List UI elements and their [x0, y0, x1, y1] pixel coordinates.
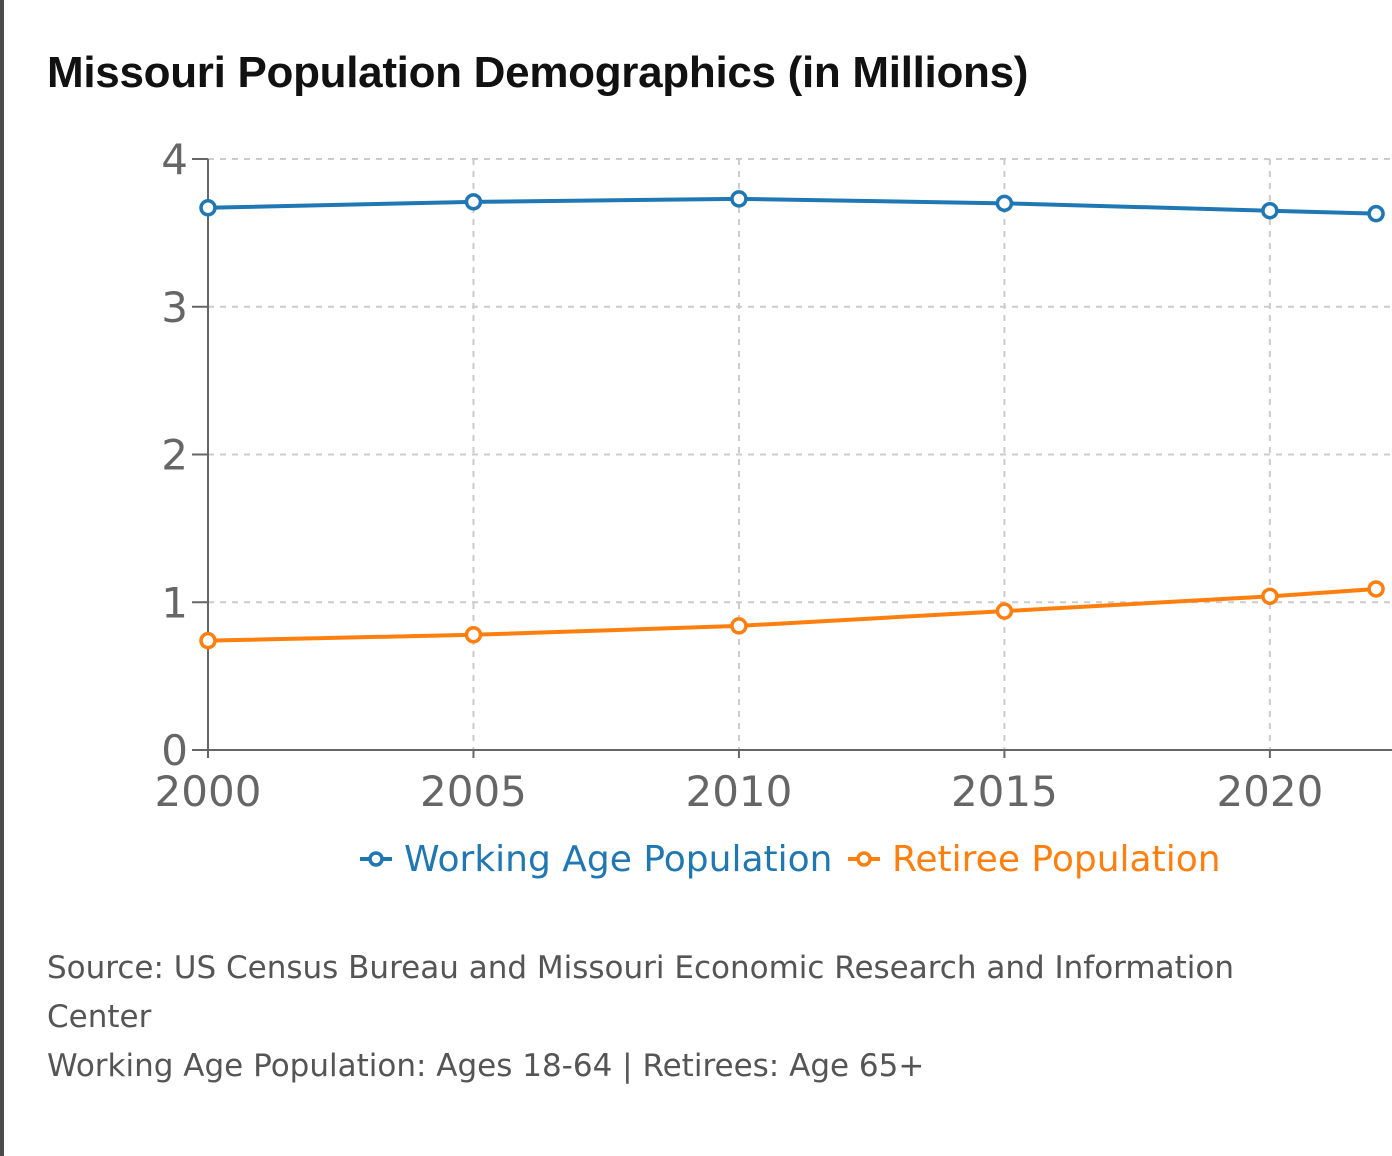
window-edge	[0, 0, 4, 1156]
x-tick-label-2015: 2015	[951, 767, 1058, 816]
chart-notes: Source: US Census Bureau and Missouri Ec…	[47, 944, 1277, 1091]
working-age-population-point-2000[interactable]	[199, 199, 217, 217]
retiree-population-point-2000[interactable]	[199, 631, 217, 650]
retiree-population-point-2020[interactable]	[1261, 587, 1279, 606]
working-age-population-point-2020[interactable]	[1261, 201, 1279, 220]
retiree-population-line	[207, 586, 1377, 643]
y-tick-label-2: 2	[161, 431, 188, 480]
line-chart: 2000 2005 2010 2015 2020 0 1 2 3 4 Working Age Po…	[155, 135, 1392, 880]
grid-lines	[208, 158, 1392, 750]
legend[interactable]: Working Age Population Retiree Population	[360, 839, 1221, 880]
x-tick-label-2020: 2020	[1216, 767, 1323, 816]
legend-label-working-age-population: Working Age Population	[404, 839, 832, 880]
working-age-population-point-2010[interactable]	[730, 190, 748, 208]
x-tick-label-2010: 2010	[685, 767, 792, 816]
retiree-population-point-2010[interactable]	[730, 617, 748, 635]
working-age-population-point-2022[interactable]	[1367, 204, 1385, 223]
y-tick-label-4: 4	[161, 135, 188, 184]
definitions-note: Working Age Population: Ages 18-64 | Ret…	[47, 1048, 925, 1084]
chart-title: Missouri Population Demographics (in Mil…	[47, 48, 1029, 97]
y-tick-label-3: 3	[161, 283, 188, 332]
legend-label-retiree-population: Retiree Population	[892, 839, 1221, 880]
x-tick-label-2005: 2005	[420, 767, 527, 816]
x-tick-label-2000: 2000	[155, 767, 262, 816]
axes	[192, 158, 1392, 758]
working-age-population-point-2015[interactable]	[995, 194, 1014, 213]
legend-item-working-age-population[interactable]: Working Age Population	[360, 839, 832, 880]
working-age-population-line	[207, 196, 1377, 216]
legend-marker-working-age-population	[368, 851, 384, 867]
series-lines	[199, 190, 1385, 650]
legend-item-retiree-population[interactable]: Retiree Population	[848, 839, 1221, 880]
y-tick-label-0: 0	[161, 726, 188, 775]
retiree-population-point-2015[interactable]	[995, 602, 1014, 620]
retiree-population-point-2005[interactable]	[464, 626, 483, 644]
tick-labels: 2000 2005 2010 2015 2020 0 1 2 3 4	[155, 135, 1324, 816]
y-tick-label-1: 1	[161, 578, 188, 627]
retiree-population-point-2022[interactable]	[1367, 580, 1385, 598]
source-note: Source: US Census Bureau and Missouri Ec…	[47, 950, 1234, 1035]
working-age-population-point-2005[interactable]	[464, 193, 483, 211]
legend-marker-retiree-population	[856, 851, 872, 867]
